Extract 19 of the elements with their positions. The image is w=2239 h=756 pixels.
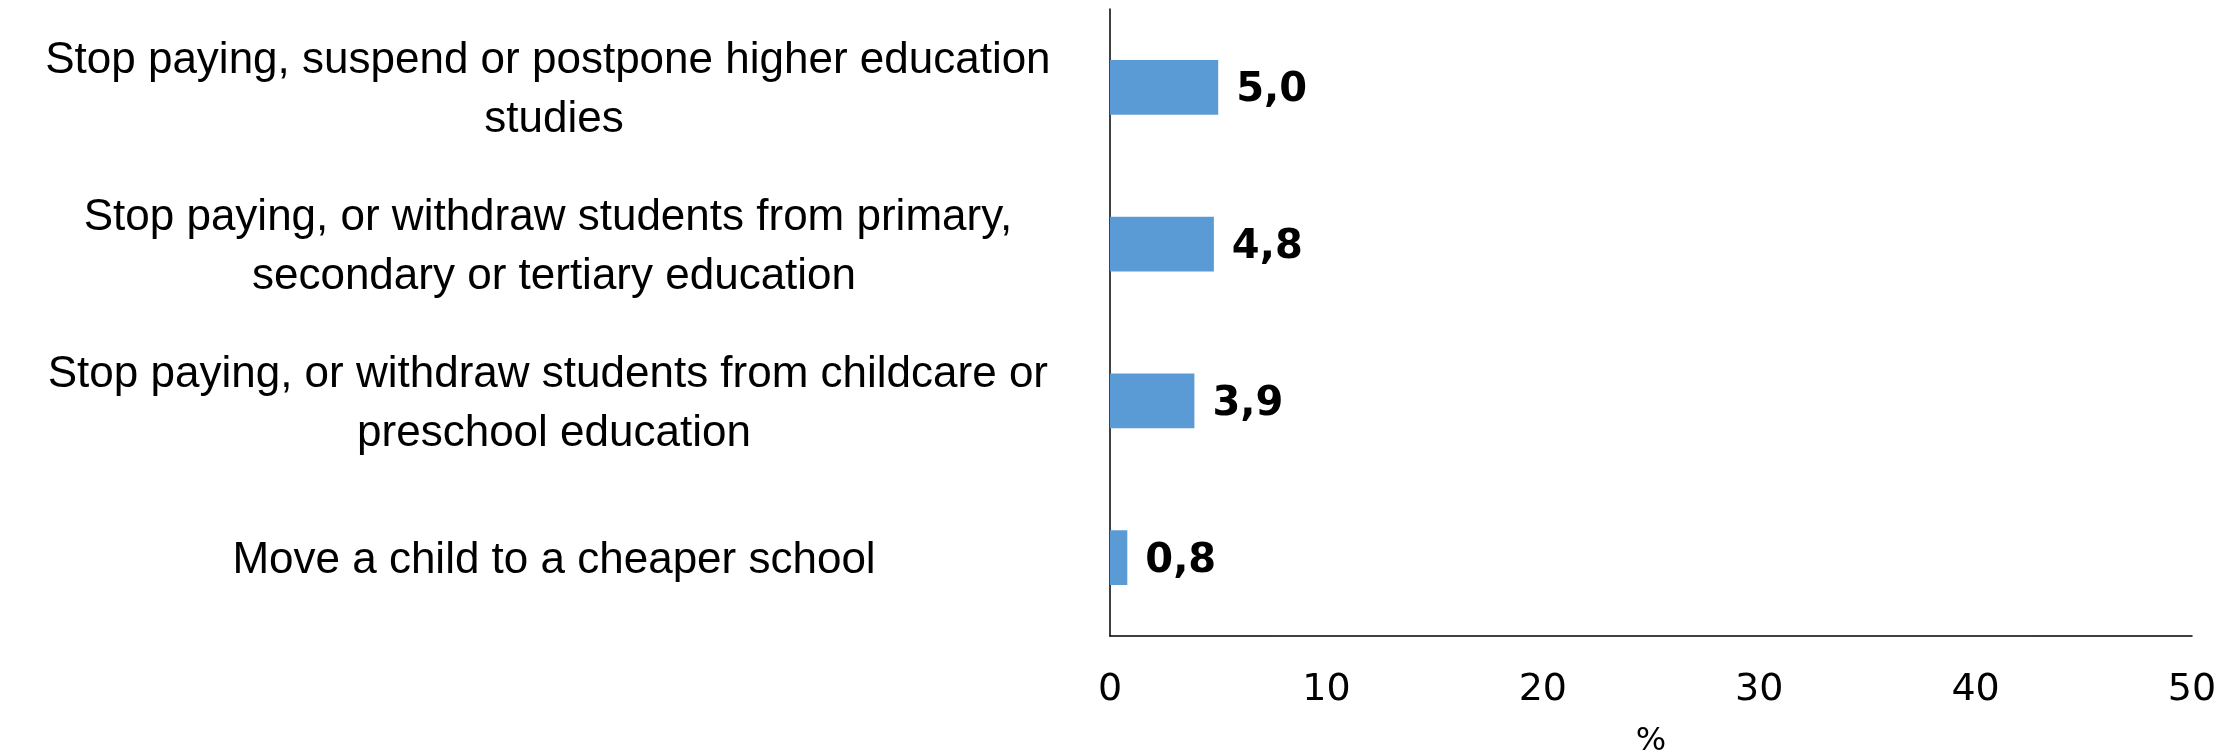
bar: [1110, 530, 1128, 586]
y-tick-label: Stop paying, or withdraw students from childcare or preschool education: [47, 346, 1061, 455]
data-label: 5,0: [1236, 64, 1308, 111]
x-tick-label: 30: [1735, 665, 1784, 709]
y-tick-label: Stop paying, or withdraw students from primary, secondary or tertiary education: [83, 190, 1025, 299]
bar: [1110, 59, 1219, 115]
data-label: 4,8: [1231, 221, 1303, 268]
y-tick-label: Stop paying, suspend or postpone higher education studies: [45, 33, 1063, 142]
data-label: 0,8: [1145, 534, 1217, 581]
x-tick-label: 40: [1951, 665, 2000, 709]
x-axis-title: %: [1635, 720, 1667, 756]
x-tick-label: 0: [1097, 665, 1123, 709]
x-tick-label: 10: [1302, 665, 1351, 709]
data-label: 3,9: [1212, 377, 1284, 424]
y-tick-label: Move a child to a cheaper school: [232, 533, 876, 583]
bar: [1110, 373, 1195, 429]
x-tick-label: 20: [1518, 665, 1567, 709]
x-tick-label: 50: [2167, 665, 2217, 709]
bar: [1110, 216, 1214, 272]
